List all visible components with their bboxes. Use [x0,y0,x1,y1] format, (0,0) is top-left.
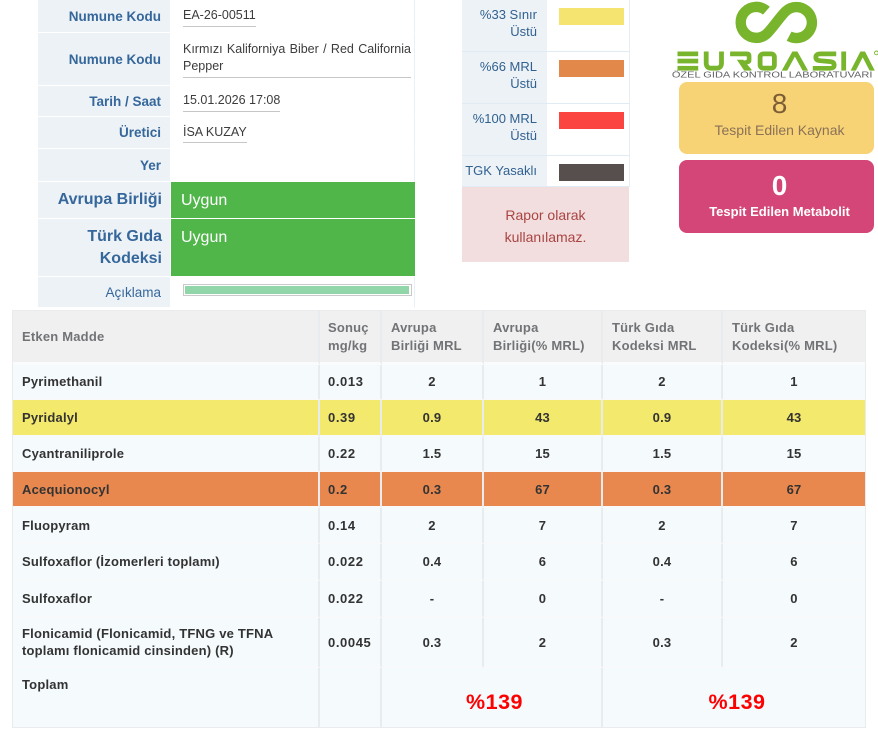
svg-text:ÖZEL GIDA KONTROL LABORATUVARI: ÖZEL GIDA KONTROL LABORATUVARI [672,70,873,79]
